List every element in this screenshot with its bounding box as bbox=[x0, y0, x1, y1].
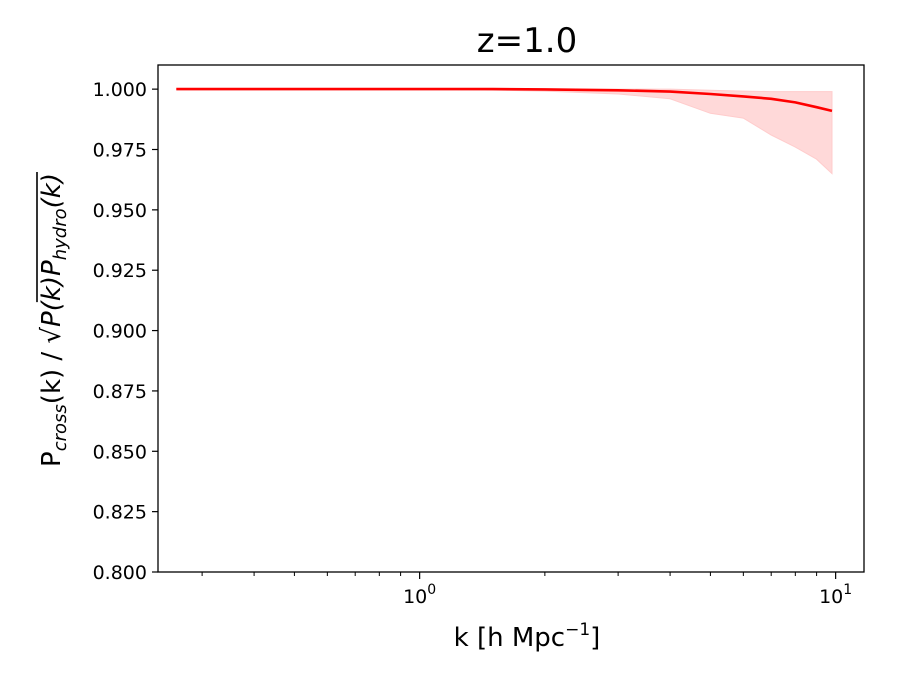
y-tick-label: 0.875 bbox=[93, 381, 147, 403]
confidence-band-0 bbox=[176, 88, 833, 175]
y-tick-label: 1.000 bbox=[93, 79, 147, 101]
x-axis-title: k [h Mpc−1] bbox=[454, 620, 601, 653]
series-line-0 bbox=[176, 87, 833, 113]
series-line-layer bbox=[176, 87, 833, 113]
confidence-band-layer bbox=[176, 88, 833, 175]
y-tick-label: 0.825 bbox=[93, 502, 147, 524]
x-tick-label: 101 bbox=[819, 582, 852, 608]
y-tick-label: 0.975 bbox=[93, 140, 147, 162]
x-tick-label: 100 bbox=[403, 582, 436, 608]
y-tick-label: 0.950 bbox=[93, 200, 147, 222]
y-axis-ticks: 0.800 0.825 0.850 0.875 0.900 0.925 0.950 0.975… bbox=[93, 79, 158, 584]
x-axis-ticks: 100 101 bbox=[201, 572, 852, 608]
y-tick-label: 0.800 bbox=[93, 562, 147, 584]
y-tick-label: 0.850 bbox=[93, 441, 147, 463]
chart-title: z=1.0 bbox=[477, 21, 577, 61]
plot-area-frame bbox=[157, 64, 865, 573]
y-axis-title: Pcross(k) / √P(k)Phydro(k) bbox=[37, 173, 71, 467]
y-tick-label: 0.925 bbox=[93, 260, 147, 282]
y-tick-label: 0.900 bbox=[93, 321, 147, 343]
